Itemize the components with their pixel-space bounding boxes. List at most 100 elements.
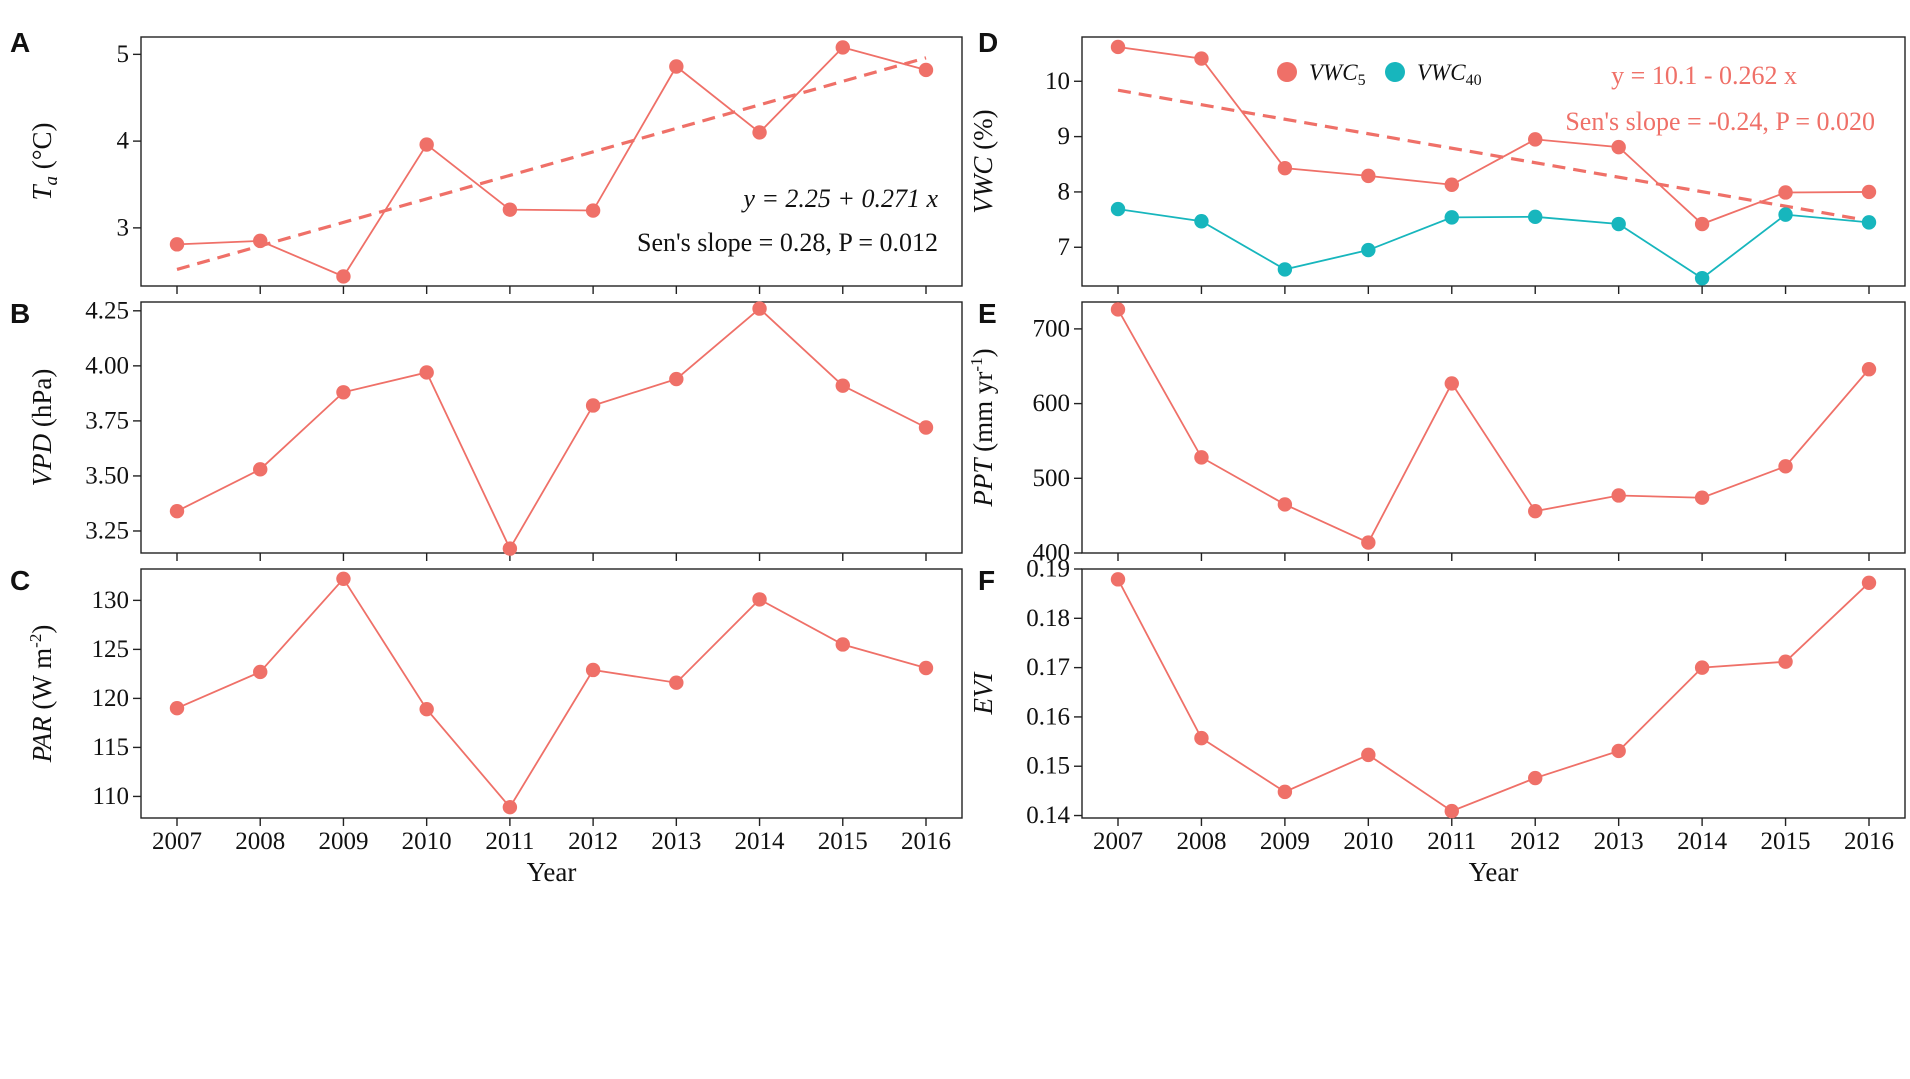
data-point-VPD-2010: [419, 365, 434, 380]
panel-letter: A: [10, 27, 30, 58]
plot-frame: [1081, 301, 1906, 554]
y-tick-label: 0.15: [1026, 753, 1070, 780]
data-point-VWC5-2014: [1694, 216, 1710, 232]
regression-equation: y = 2.25 + 0.271 x: [740, 184, 938, 213]
x-tick-label: 2008: [235, 828, 285, 855]
y-tick-label: 0.17: [1026, 654, 1070, 681]
x-tick-label: 2014: [735, 828, 786, 855]
y-tick-label: 0.19: [1026, 556, 1070, 583]
regression-equation: y = 10.1 - 0.262 x: [1611, 61, 1797, 90]
series-line-VWC5: [1117, 46, 1870, 226]
y-tick-label: 4.00: [85, 352, 129, 379]
data-point-PPT-2013: [1611, 488, 1626, 503]
data-point-VWC40-2015: [1778, 207, 1793, 222]
data-point-VWC40-2012: [1528, 209, 1543, 225]
panel-letter: E: [978, 298, 997, 329]
y-tick-label: 7: [1058, 234, 1071, 261]
data-point-EVI-2013: [1611, 743, 1626, 759]
y-axis-title: VWC (%): [968, 109, 998, 213]
y-tick-label: 4.25: [85, 297, 129, 324]
data-point-VWC5-2013: [1611, 139, 1626, 155]
x-tick-label: 2007: [152, 828, 202, 855]
plot-frame: [140, 36, 963, 287]
x-axis-title: Year: [527, 857, 577, 887]
legend-label-VWC5: VWC5: [1309, 60, 1366, 89]
x-tick-label: 2011: [485, 828, 534, 855]
data-point-EVI-2010: [1361, 747, 1376, 763]
panel-C: C 110 115 120 125 130 2007 2008 2009 2010 2011 2012…: [10, 565, 963, 887]
data-point-VWC40-2008: [1194, 214, 1209, 229]
y-tick-label: 3.75: [85, 407, 129, 434]
x-tick-label: 2008: [1176, 828, 1226, 855]
data-point-EVI-2011: [1444, 803, 1459, 819]
data-point-PPT-2007: [1110, 302, 1126, 317]
y-axis-title: PAR (W m-2): [26, 625, 57, 764]
y-tick-label: 110: [92, 783, 129, 810]
y-tick-label: 0.18: [1026, 605, 1070, 632]
data-point-VWC5-2008: [1194, 51, 1209, 66]
data-point-PAR-2009: [336, 571, 351, 587]
x-tick-label: 2012: [568, 828, 618, 855]
panel-F: F 0.14 0.15 0.16 0.17 0.18 0.19 2007 2008 2009 201…: [968, 556, 1906, 887]
data-point-VWC5-2012: [1528, 132, 1543, 147]
data-point-Ta-2008: [253, 233, 268, 249]
sens-slope-annotation: Sen's slope = 0.28, P = 0.012: [637, 228, 938, 257]
y-tick-label: 500: [1033, 465, 1071, 492]
data-point-VWC5-2007: [1110, 39, 1126, 55]
data-point-Ta-2012: [585, 203, 601, 218]
x-tick-label: 2009: [318, 828, 368, 855]
y-tick-label: 8: [1058, 178, 1071, 205]
data-point-PAR-2007: [169, 701, 185, 716]
data-point-EVI-2015: [1778, 654, 1793, 669]
y-tick-label: 400: [1033, 540, 1071, 567]
panel-letter: F: [978, 565, 995, 596]
data-point-Ta-2009: [336, 269, 351, 284]
data-point-PAR-2014: [752, 592, 767, 607]
sens-slope-annotation: Sen's slope = -0.24, P = 0.020: [1565, 107, 1875, 136]
data-point-VWC5-2011: [1444, 177, 1459, 192]
x-tick-label: 2016: [901, 828, 951, 855]
data-point-VPD-2014: [752, 301, 767, 316]
plot-frame: [140, 568, 963, 819]
y-axis-title: PPT (mm yr-1): [967, 348, 998, 507]
data-point-VWC5-2010: [1361, 168, 1376, 184]
y-tick-label: 4: [117, 128, 130, 155]
y-tick-label: 9: [1058, 123, 1071, 150]
y-tick-label: 115: [92, 734, 129, 761]
plot-frame: [1081, 36, 1906, 287]
y-axis-title: VPD (hPa): [27, 369, 57, 487]
data-point-PAR-2008: [253, 664, 268, 680]
data-point-VWC40-2007: [1110, 201, 1126, 217]
data-point-Ta-2011: [502, 202, 518, 217]
panel-letter: B: [10, 298, 30, 329]
data-point-VPD-2008: [253, 462, 268, 477]
x-tick-label: 2015: [818, 828, 868, 855]
plot-frame: [140, 301, 963, 554]
data-point-EVI-2012: [1528, 770, 1543, 786]
data-point-VPD-2011: [502, 541, 518, 556]
panel-letter: D: [978, 27, 998, 58]
series-line-EVI: [1117, 578, 1870, 813]
x-tick-label: 2014: [1677, 828, 1728, 855]
data-point-PPT-2011: [1444, 376, 1459, 391]
data-point-EVI-2009: [1277, 784, 1293, 800]
data-point-VPD-2012: [585, 398, 601, 413]
trend-line: [176, 56, 927, 271]
data-point-PPT-2010: [1361, 535, 1376, 550]
x-tick-label: 2009: [1260, 828, 1310, 855]
y-tick-label: 3.25: [85, 517, 129, 544]
y-axis-title: EVI: [968, 671, 998, 716]
data-point-PAR-2015: [835, 637, 850, 652]
data-point-PPT-2015: [1778, 459, 1793, 474]
series-line-VWC40: [1117, 208, 1870, 280]
y-axis-title: Ta (°C): [27, 122, 62, 200]
legend-label-VWC40: VWC40: [1417, 60, 1482, 89]
data-point-PPT-2009: [1277, 497, 1293, 512]
y-tick-label: 125: [92, 636, 130, 663]
y-tick-label: 600: [1033, 390, 1071, 417]
y-tick-label: 3: [117, 214, 130, 241]
y-tick-label: 120: [92, 685, 130, 712]
x-tick-label: 2007: [1093, 828, 1143, 855]
data-point-EVI-2016: [1861, 575, 1877, 591]
